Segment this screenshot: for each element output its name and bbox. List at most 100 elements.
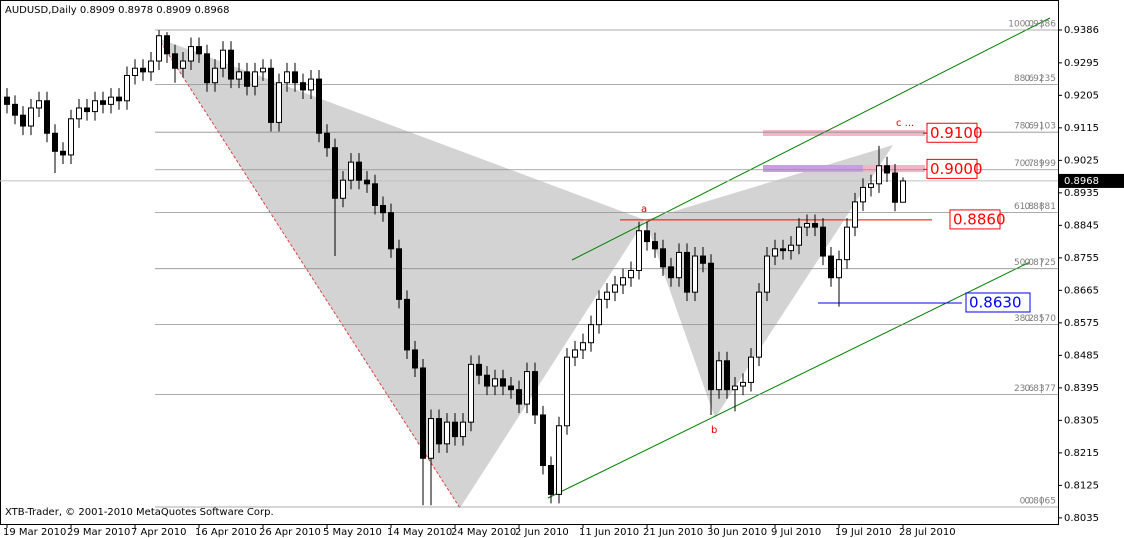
candle-body	[132, 67, 138, 76]
candle-body	[332, 147, 338, 199]
candle-body	[572, 349, 578, 358]
x-tick-label: 21 Jun 2010	[643, 527, 703, 538]
candle-body	[404, 298, 410, 351]
candle-body	[468, 363, 474, 423]
fib-level: 88.6	[1014, 74, 1034, 84]
fib-price: 0.8999	[1025, 159, 1057, 169]
fib-sep: |	[1040, 159, 1043, 169]
x-tick-label: 19 Mar 2010	[3, 527, 66, 538]
fib-level: 70.7	[1014, 159, 1034, 169]
y-tick-label: 0.8935	[1064, 188, 1099, 199]
price-level-label: 0.9100	[930, 124, 983, 142]
y-tick-label: 0.8215	[1064, 448, 1099, 459]
y-tick-label: 0.9115	[1064, 123, 1099, 134]
price-level-box	[926, 122, 978, 143]
x-tick-label: 11 Jun 2010	[579, 527, 639, 538]
candle-body	[668, 266, 674, 279]
candle-body	[340, 179, 346, 199]
candle-body	[788, 244, 794, 252]
candle-body	[660, 248, 666, 268]
fib-sep: |	[1040, 202, 1043, 212]
candle-body	[860, 186, 866, 203]
x-tick-label: 5 May 2010	[323, 527, 382, 538]
fib-sep: |	[1040, 258, 1043, 268]
candle-body	[780, 248, 786, 252]
price-level-box	[926, 158, 978, 179]
candle-body	[652, 241, 658, 250]
annotation: c ...	[896, 118, 914, 129]
current-price-label: 0.8968	[1064, 176, 1099, 187]
candle-body	[612, 284, 618, 293]
candle-body	[236, 71, 242, 80]
candle-body	[516, 389, 522, 405]
candle-body	[292, 71, 298, 84]
candle-body	[444, 421, 450, 445]
x-tick-label: 28 Jul 2010	[899, 527, 956, 538]
candle-body	[196, 46, 202, 55]
chart-title: AUDUSD,Daily 0.8909 0.8978 0.8909 0.8968	[5, 5, 229, 16]
x-tick-label: 26 Apr 2010	[259, 527, 321, 538]
ohlc: 0.8909	[80, 5, 115, 16]
candle-body	[164, 35, 170, 55]
candle-body	[820, 226, 826, 257]
candle-body	[36, 100, 42, 109]
fib-level: 50.0	[1014, 258, 1034, 268]
y-tick-label: 0.9386	[1064, 25, 1099, 36]
candle-body	[548, 464, 554, 495]
candle-body	[244, 71, 250, 87]
x-tick-label: 16 Apr 2010	[195, 527, 257, 538]
trend-line	[547, 261, 1031, 499]
candle-body	[452, 421, 458, 438]
candle-body	[284, 71, 290, 84]
candle-body	[172, 53, 178, 69]
y-tick-label: 0.8755	[1064, 253, 1099, 264]
candle-body	[900, 180, 906, 203]
y-tick-label: 0.8665	[1064, 285, 1099, 296]
candle-body	[252, 71, 258, 87]
candle-body	[52, 132, 58, 152]
candle-body	[844, 226, 850, 261]
candle-body	[412, 349, 418, 369]
candle-body	[884, 165, 890, 174]
candle-body	[4, 96, 10, 105]
candle-body	[180, 60, 186, 69]
x-tick-label: 7 Apr 2010	[131, 527, 186, 538]
candle-body	[716, 360, 722, 391]
fib-price: 0.9103	[1025, 122, 1057, 132]
candle-body	[524, 371, 530, 405]
candle-body	[476, 363, 482, 376]
candle-body	[108, 96, 114, 105]
ohlc: 0.8909	[156, 5, 191, 16]
candle-body	[436, 418, 442, 445]
y-tick-label: 0.9205	[1064, 90, 1099, 101]
candle-body	[804, 223, 810, 228]
annotation: a	[641, 204, 647, 215]
fib-level: 61.8	[1014, 202, 1034, 212]
candle-body	[532, 371, 538, 416]
candle-body	[276, 82, 282, 123]
candle-body	[756, 291, 762, 358]
candle-body	[68, 118, 74, 156]
candle-body	[372, 183, 378, 206]
candle-body	[828, 255, 834, 279]
y-tick-label: 0.9025	[1064, 155, 1099, 166]
candle-body	[100, 100, 106, 105]
fib-price: 0.9386	[1025, 19, 1057, 29]
candle-body	[156, 35, 162, 62]
candle-body	[740, 381, 746, 387]
fib-price: 0.8065	[1025, 497, 1057, 507]
candle-body	[76, 107, 82, 120]
candle-body	[60, 150, 66, 156]
candle-body	[676, 251, 682, 279]
zone-0910	[763, 130, 925, 136]
candle-body	[692, 255, 698, 293]
watermark: XTB-Trader, © 2001-2010 MetaQuotes Softw…	[5, 507, 274, 518]
fib-level: 38.2	[1014, 314, 1034, 324]
candle-body	[44, 100, 50, 134]
fib-level: 0.0	[1020, 497, 1035, 507]
price-level-label: 0.8630	[969, 293, 1022, 311]
candle-body	[764, 255, 770, 293]
candle-body	[188, 46, 194, 62]
x-tick-label: 29 Mar 2010	[67, 527, 130, 538]
candle-body	[628, 269, 634, 279]
